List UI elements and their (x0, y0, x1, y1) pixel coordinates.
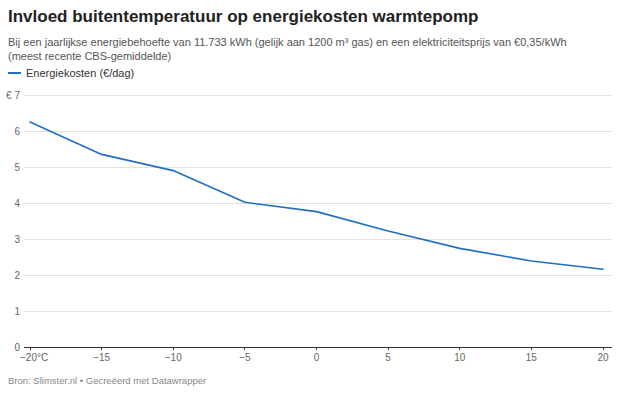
line (30, 122, 603, 269)
grid-line (24, 275, 612, 276)
x-tick-label: 10 (454, 352, 466, 363)
plot-area (30, 122, 603, 269)
x-tick-label: 15 (526, 352, 538, 363)
baseline (24, 347, 612, 348)
x-tick-label: −5 (239, 352, 251, 363)
x-tick-label: −10 (165, 352, 182, 363)
legend-label: Energiekosten (€/dag) (26, 67, 134, 79)
x-tick (316, 347, 317, 350)
x-tick-label: 5 (385, 352, 391, 363)
x-tick-label: 0 (314, 352, 320, 363)
y-tick-label: 5 (14, 162, 20, 173)
subtitle: Bij een jaarlijkse energiebehoefte van 1… (8, 35, 598, 63)
grid-line (24, 95, 612, 96)
grid-line (24, 239, 612, 240)
x-tick (244, 347, 245, 350)
x-tick-label: −15 (93, 352, 110, 363)
grid-line (24, 203, 612, 204)
y-tick-label: 4 (14, 198, 20, 209)
chart: € 76543210−20°C−15−10−505101520 (0, 0, 620, 393)
y-tick-label: € 7 (6, 90, 20, 101)
source: Bron: Slimster.nl • Gecreëerd met Datawr… (8, 375, 206, 386)
y-tick-label: 1 (14, 306, 20, 317)
x-tick (459, 347, 460, 350)
legend: Energiekosten (€/dag) (8, 67, 134, 79)
title: Invloed buitentemperatuur op energiekost… (8, 7, 478, 27)
grid-line (24, 311, 612, 312)
y-tick-label: 6 (14, 126, 20, 137)
grid-line (24, 131, 612, 132)
x-tick (101, 347, 102, 350)
y-tick-label: 2 (14, 270, 20, 281)
x-tick (388, 347, 389, 350)
x-tick (531, 347, 532, 350)
x-tick-label: −20°C (20, 352, 48, 363)
x-tick (30, 347, 31, 350)
x-tick (603, 347, 604, 350)
grid-line (24, 167, 612, 168)
x-tick (173, 347, 174, 350)
legend-swatch (8, 72, 21, 74)
y-tick-label: 3 (14, 234, 20, 245)
x-tick-label: 20 (597, 352, 609, 363)
